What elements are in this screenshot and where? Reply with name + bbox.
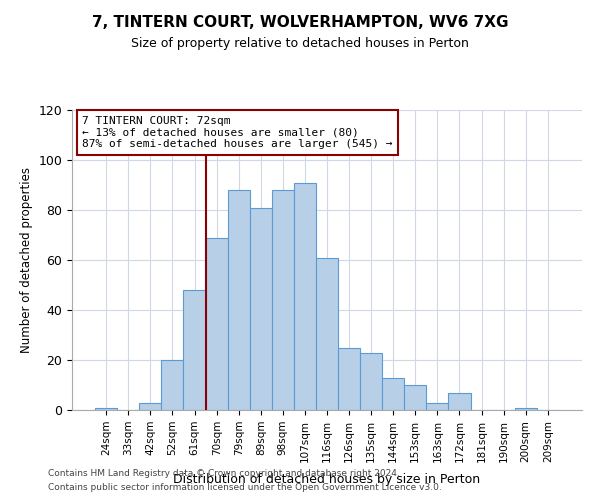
Bar: [227, 190, 250, 410]
Bar: [448, 392, 470, 410]
Y-axis label: Number of detached properties: Number of detached properties: [20, 167, 33, 353]
Bar: [272, 190, 294, 410]
Text: Contains public sector information licensed under the Open Government Licence v3: Contains public sector information licen…: [48, 484, 442, 492]
Bar: [139, 402, 161, 410]
Bar: [382, 378, 404, 410]
Bar: [427, 402, 448, 410]
Bar: [184, 290, 206, 410]
Text: Contains HM Land Registry data © Crown copyright and database right 2024.: Contains HM Land Registry data © Crown c…: [48, 468, 400, 477]
Bar: [161, 360, 184, 410]
Bar: [206, 238, 227, 410]
Bar: [316, 258, 338, 410]
Text: 7 TINTERN COURT: 72sqm
← 13% of detached houses are smaller (80)
87% of semi-det: 7 TINTERN COURT: 72sqm ← 13% of detached…: [82, 116, 392, 149]
Bar: [294, 182, 316, 410]
Bar: [515, 408, 537, 410]
Bar: [95, 408, 117, 410]
Text: Size of property relative to detached houses in Perton: Size of property relative to detached ho…: [131, 38, 469, 51]
X-axis label: Distribution of detached houses by size in Perton: Distribution of detached houses by size …: [173, 473, 481, 486]
Bar: [360, 352, 382, 410]
Bar: [338, 348, 360, 410]
Bar: [404, 385, 427, 410]
Text: 7, TINTERN COURT, WOLVERHAMPTON, WV6 7XG: 7, TINTERN COURT, WOLVERHAMPTON, WV6 7XG: [92, 15, 508, 30]
Bar: [250, 208, 272, 410]
